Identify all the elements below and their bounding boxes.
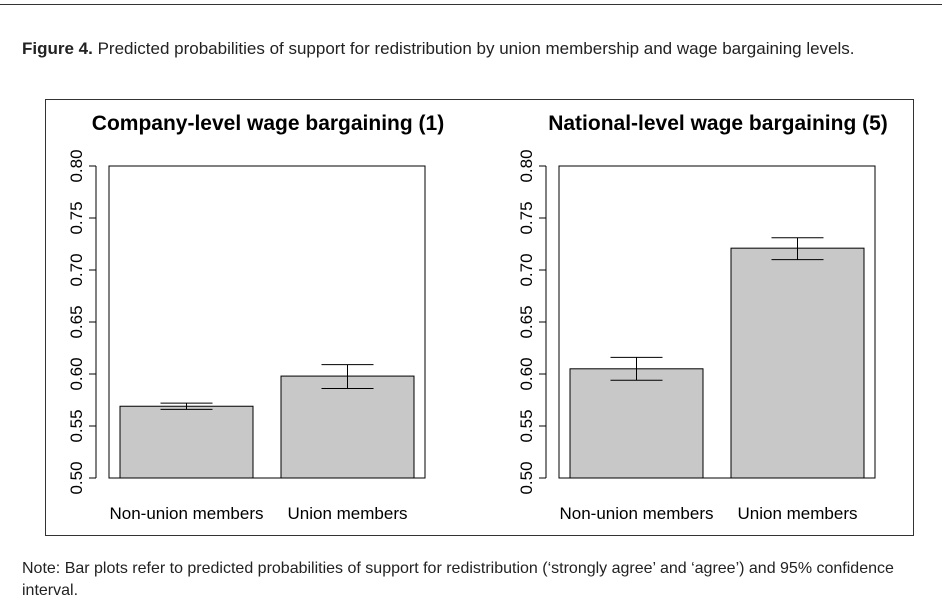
y-tick-label-1-6: 0.80 [67,149,86,182]
category-label-1-1: Non-union members [109,504,263,523]
bar-1-1 [119,405,254,479]
category-label-2-1: Non-union members [559,504,713,523]
plot-area-1 [108,165,426,479]
y-tick-label-2-6: 0.80 [517,149,536,182]
caption-text: Predicted probabilities of support for r… [97,39,855,58]
chart-title-2: National-level wage bargaining (5) [548,112,888,135]
bar-1-2 [280,375,415,479]
caption-label: Figure 4. [22,39,93,58]
plot-area-2 [558,165,876,479]
y-tick-label-1-0: 0.50 [67,461,86,494]
category-label-2-2: Union members [738,504,858,523]
category-label-1-2: Union members [288,504,408,523]
y-tick-label-1-3: 0.65 [67,305,86,338]
bar-2-1 [569,368,704,479]
chart-title-1: Company-level wage bargaining (1) [92,112,444,135]
bar-2-2 [730,247,865,479]
y-tick-label-2-0: 0.50 [517,461,536,494]
y-tick-label-2-3: 0.65 [517,305,536,338]
y-tick-label-1-5: 0.75 [67,201,86,234]
y-tick-label-1-1: 0.55 [67,409,86,442]
y-tick-label-1-4: 0.70 [67,253,86,286]
y-tick-label-2-5: 0.75 [517,201,536,234]
y-tick-label-2-2: 0.60 [517,357,536,390]
y-tick-label-1-2: 0.60 [67,357,86,390]
y-tick-label-2-1: 0.55 [517,409,536,442]
top-rule [0,4,942,5]
figure-caption: Figure 4. Predicted probabilities of sup… [22,38,927,60]
y-tick-label-2-4: 0.70 [517,253,536,286]
figure-note: Note: Bar plots refer to predicted proba… [22,560,894,599]
figure-frame [45,99,914,536]
